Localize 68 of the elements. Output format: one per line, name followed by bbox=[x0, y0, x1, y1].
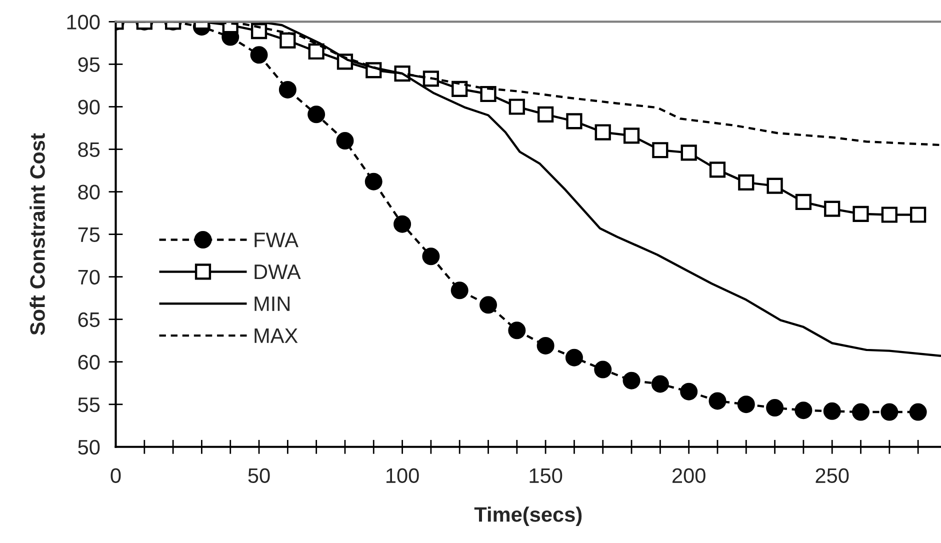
point bbox=[565, 348, 583, 366]
x-tick-label: 0 bbox=[110, 468, 121, 484]
point bbox=[852, 403, 870, 421]
y-tick-label: 60 bbox=[78, 354, 100, 370]
y-tick-label: 65 bbox=[78, 312, 100, 328]
point bbox=[766, 178, 783, 194]
point bbox=[880, 403, 898, 421]
legend-label: FWA bbox=[254, 232, 298, 248]
point bbox=[538, 106, 554, 122]
y-tick-label: 95 bbox=[78, 57, 100, 72]
legend-label: MIN bbox=[254, 296, 290, 311]
point bbox=[566, 113, 582, 130]
point bbox=[680, 144, 697, 161]
x-tick-label: 150 bbox=[530, 468, 562, 484]
point bbox=[738, 174, 754, 190]
y-tick-label: 70 bbox=[78, 270, 100, 285]
y-tick-label: 55 bbox=[78, 398, 100, 412]
point bbox=[824, 200, 840, 217]
y-tick-label: 75 bbox=[78, 228, 100, 242]
x-tick-label: 250 bbox=[816, 468, 849, 484]
point bbox=[308, 43, 324, 60]
point bbox=[250, 46, 268, 64]
x-axis-title: Time(secs) bbox=[474, 506, 582, 526]
y-tick-label: 80 bbox=[78, 184, 100, 200]
point bbox=[594, 124, 611, 140]
x-tick-label: 50 bbox=[248, 468, 270, 484]
point bbox=[280, 32, 296, 48]
point bbox=[450, 282, 468, 300]
y-tick-label: 90 bbox=[78, 100, 100, 115]
point bbox=[622, 372, 640, 390]
x-tick-label: 200 bbox=[672, 468, 706, 484]
point bbox=[795, 194, 812, 210]
point bbox=[480, 86, 496, 102]
point bbox=[278, 81, 296, 98]
point bbox=[480, 296, 498, 314]
point bbox=[910, 206, 926, 223]
legend-label: DWA bbox=[254, 264, 301, 280]
point bbox=[364, 172, 382, 190]
point bbox=[594, 360, 612, 378]
legend-label: MAX bbox=[254, 328, 298, 343]
point bbox=[737, 396, 755, 414]
point bbox=[394, 215, 412, 233]
point bbox=[708, 392, 726, 410]
point bbox=[651, 375, 669, 393]
point bbox=[823, 402, 841, 420]
point bbox=[909, 403, 927, 421]
point bbox=[852, 206, 869, 222]
point bbox=[794, 402, 812, 420]
y-axis-title: Soft Constraint Cost bbox=[30, 133, 45, 335]
point bbox=[336, 132, 354, 150]
point bbox=[422, 248, 440, 266]
point bbox=[250, 23, 268, 40]
point bbox=[881, 206, 898, 223]
point bbox=[652, 142, 668, 158]
point bbox=[680, 382, 698, 400]
y-tick-label: 50 bbox=[78, 440, 100, 455]
point bbox=[536, 336, 554, 354]
point bbox=[623, 128, 640, 144]
point bbox=[508, 322, 526, 340]
y-tick-label: 85 bbox=[78, 142, 100, 158]
point bbox=[709, 162, 726, 178]
point bbox=[422, 70, 439, 87]
x-tick-label: 100 bbox=[386, 468, 419, 484]
y-tick-label: 100 bbox=[67, 14, 100, 30]
point bbox=[508, 98, 525, 115]
point bbox=[308, 106, 326, 124]
point bbox=[452, 80, 468, 97]
point bbox=[766, 399, 784, 417]
